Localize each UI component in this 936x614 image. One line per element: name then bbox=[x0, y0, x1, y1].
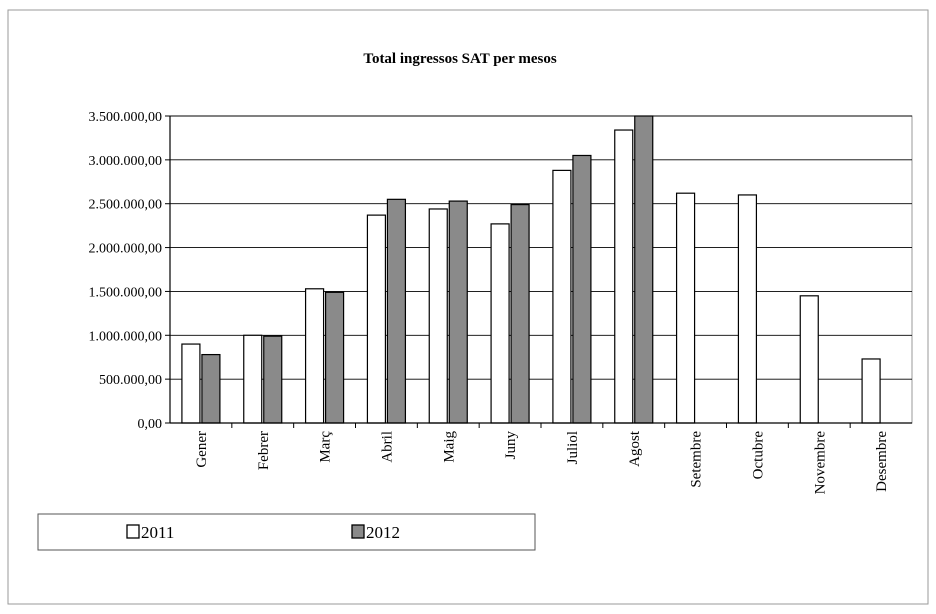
y-tick-label: 3.000.000,00 bbox=[89, 154, 163, 169]
bar-2012-abril bbox=[386, 198, 407, 424]
x-tick-label: Octubre bbox=[750, 431, 766, 480]
bar-2011-octubre bbox=[737, 194, 758, 424]
x-tick-label: Agost bbox=[627, 430, 643, 467]
bar-2012-juliol bbox=[572, 154, 592, 424]
bar-2012-març bbox=[324, 291, 345, 424]
grid-lines bbox=[170, 115, 912, 380]
bar-2011-gener bbox=[181, 343, 201, 424]
bar-2011-juny bbox=[490, 223, 510, 424]
bar-2011-desembre bbox=[861, 358, 881, 424]
bar-2011-febrer bbox=[243, 334, 263, 424]
x-tick-label: Setembre bbox=[689, 431, 705, 488]
bar-2011-agost bbox=[614, 129, 634, 424]
bar-2011-maig bbox=[428, 208, 448, 424]
y-tick-label: 500.000,00 bbox=[99, 373, 162, 388]
x-tick-label: Gener bbox=[194, 431, 210, 468]
bar-2012-gener bbox=[201, 353, 221, 424]
y-tick-label: 0,00 bbox=[138, 417, 163, 432]
legend-swatch-2012 bbox=[351, 524, 365, 539]
x-tick-label: Març bbox=[318, 431, 334, 463]
y-tick-label: 2.500.000,00 bbox=[89, 198, 163, 213]
y-tick-label: 1.500.000,00 bbox=[89, 285, 163, 300]
x-tick-label: Juliol bbox=[565, 431, 581, 464]
chart-title: Total ingressos SAT per mesos bbox=[363, 51, 557, 67]
x-tick-label: Desembre bbox=[874, 431, 890, 492]
bar-2011-novembre bbox=[799, 295, 819, 424]
legend: 2011 2012 bbox=[37, 513, 536, 551]
y-tick-label: 3.500.000,00 bbox=[89, 110, 163, 125]
y-tick-label: 2.000.000,00 bbox=[89, 242, 163, 257]
bar-2012-maig bbox=[448, 200, 468, 424]
legend-label-2012: 2012 bbox=[366, 523, 400, 542]
bar-2012-febrer bbox=[263, 335, 283, 424]
bar-2011-juliol bbox=[552, 169, 572, 424]
x-tick-label: Juny bbox=[503, 431, 519, 460]
legend-swatch-2011 bbox=[126, 524, 140, 539]
x-tick-label: Maig bbox=[441, 431, 457, 463]
x-axis-ticks: Gener Febrer Març Abril Maig Juny Juliol Agost S… bbox=[194, 423, 890, 494]
bars bbox=[181, 115, 881, 424]
legend-label-2011: 2011 bbox=[141, 523, 174, 542]
x-tick-label: Novembre bbox=[812, 431, 828, 495]
x-tick-label: Abril bbox=[379, 431, 395, 463]
plot-area bbox=[169, 115, 913, 424]
y-axis-ticks: 0,00 500.000,00 1.000.000,00 1.500.000,00 2.… bbox=[89, 110, 170, 432]
bar-2012-agost bbox=[634, 115, 654, 424]
bar-2012-juny bbox=[510, 203, 530, 424]
x-tick-label: Febrer bbox=[256, 431, 272, 470]
y-tick-label: 1.000.000,00 bbox=[89, 329, 163, 344]
legend-box bbox=[37, 513, 536, 551]
bar-2011-març bbox=[304, 288, 325, 424]
bar-2011-abril bbox=[366, 214, 387, 424]
bar-2011-setembre bbox=[675, 192, 696, 424]
